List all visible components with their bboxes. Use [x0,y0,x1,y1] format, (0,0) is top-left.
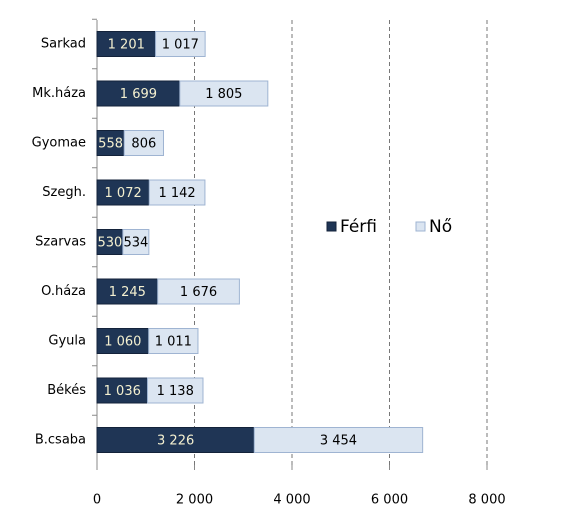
y-tick-label: Békés [47,383,86,398]
x-tick-label: 8 000 [468,493,505,508]
value-label: 1 201 [108,38,145,53]
y-tick-label: O.háza [41,284,86,299]
value-label: 534 [123,236,148,251]
value-label: 1 142 [158,186,195,201]
y-tick-label: Sarkad [41,37,86,52]
legend-swatch [415,221,426,232]
value-label: 1 676 [180,285,217,300]
value-label: 1 017 [162,38,199,53]
bar-segment [179,80,269,107]
value-label: 1 011 [155,335,192,350]
bar-segment [96,377,149,404]
x-tick-label: 2 000 [176,493,213,508]
value-label: 3 226 [157,434,194,449]
value-label: 1 138 [157,384,194,399]
y-tick-label: Gyula [48,334,86,349]
bar-segment [147,377,204,404]
bar-segment [253,427,424,453]
bar-segment [96,31,157,57]
value-label: 3 454 [320,434,357,449]
x-tick-label: 0 [93,493,101,508]
bar-segment [155,31,206,57]
value-label: 558 [98,137,123,152]
bar-segment [123,130,164,156]
bar-segment [96,130,125,156]
bar-segment [96,328,150,354]
y-tick-label: B.csaba [35,433,86,448]
legend-label: Férfi [340,217,377,237]
bar-segment [96,278,159,305]
value-label: 530 [98,236,123,251]
bar-segment [157,278,240,305]
bar-segment [96,427,255,453]
bar-segment [96,179,150,206]
bar-segment [122,229,150,255]
y-tick-label: Szegh. [42,185,86,200]
y-tick-label: Szarvas [35,235,86,250]
value-label: 806 [131,137,156,152]
bar-segment [148,179,206,206]
value-label: 1 036 [104,384,141,399]
value-label: 1 072 [105,186,142,201]
legend-swatch [326,221,337,232]
value-label: 1 805 [205,87,242,102]
y-tick-label: Mk.háza [32,86,86,101]
y-tick-label: Gyomae [32,136,86,151]
value-label: 1 245 [109,285,146,300]
bar-segment [148,328,199,354]
x-tick-label: 4 000 [273,493,310,508]
value-label: 1 699 [120,87,157,102]
x-tick-label: 6 000 [371,493,408,508]
bar-segment [96,229,124,255]
legend-label: Nő [429,217,452,237]
value-label: 1 060 [104,335,141,350]
